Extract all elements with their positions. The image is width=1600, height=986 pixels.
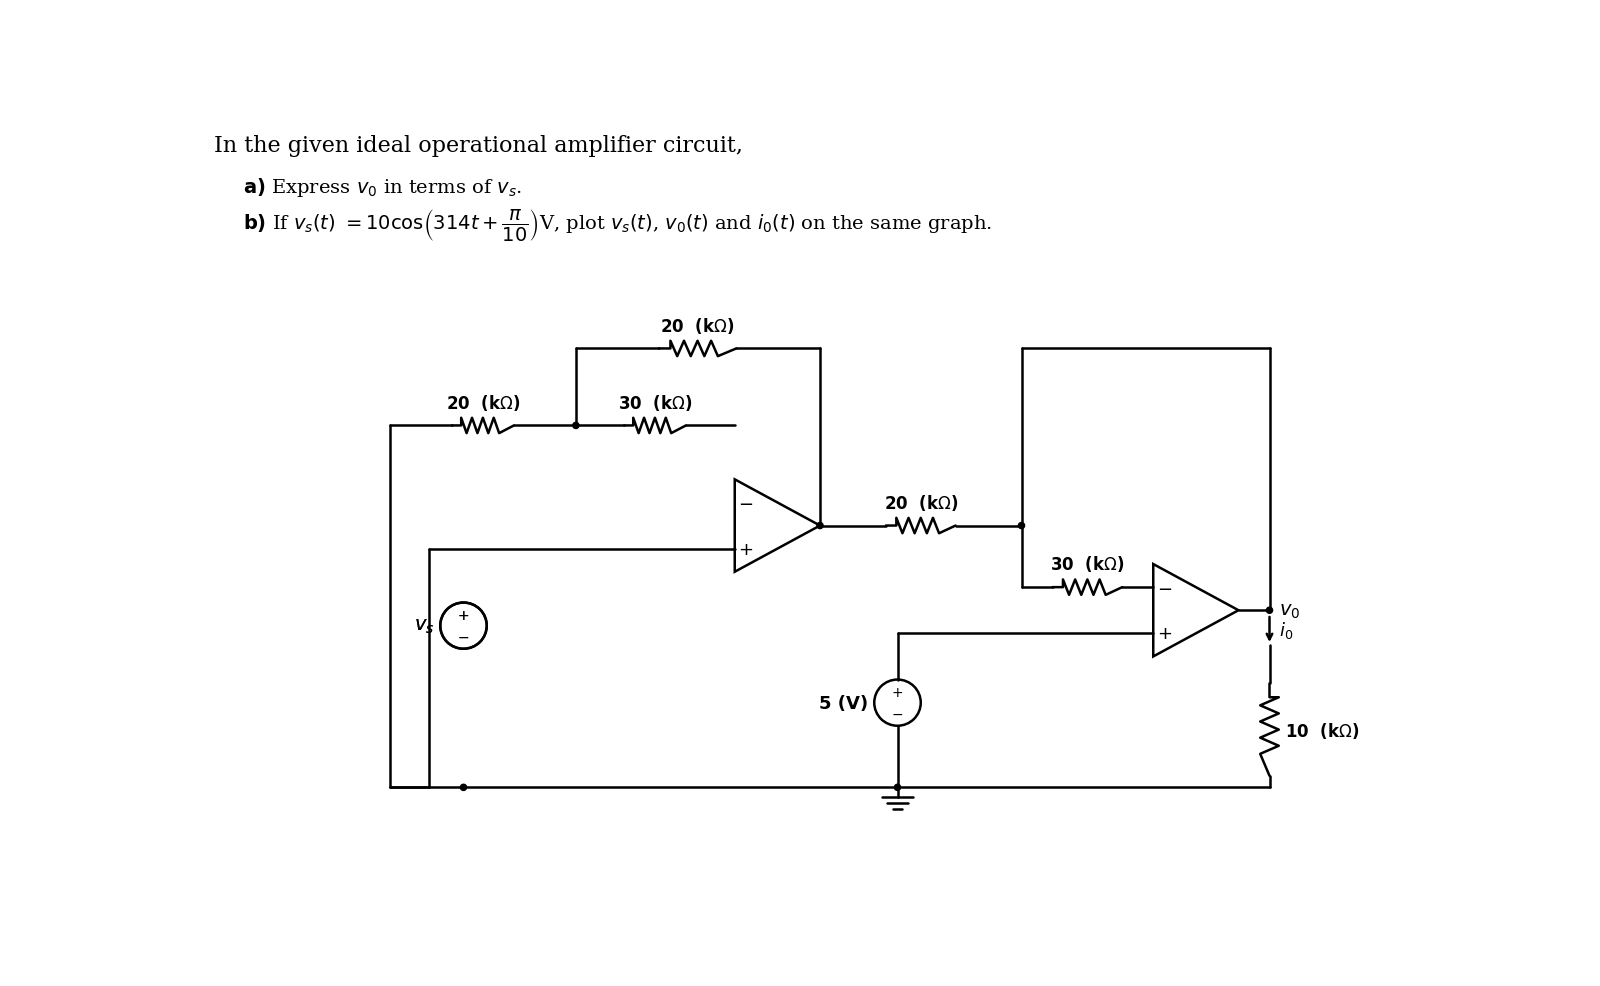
Circle shape (818, 523, 822, 529)
Text: $-$: $-$ (458, 629, 469, 644)
Text: 30  (k$\Omega$): 30 (k$\Omega$) (1050, 554, 1125, 574)
Text: 5 (V): 5 (V) (819, 694, 869, 712)
Circle shape (1267, 607, 1272, 613)
Text: 10  (k$\Omega$): 10 (k$\Omega$) (1285, 720, 1358, 740)
Text: $-$: $-$ (458, 629, 469, 644)
Text: 20  (k$\Omega$): 20 (k$\Omega$) (446, 392, 520, 412)
Circle shape (894, 785, 901, 791)
Text: 20  (k$\Omega$): 20 (k$\Omega$) (883, 492, 958, 512)
Text: $\mathbf{a)}$ Express $v_0$ in terms of $v_s$.: $\mathbf{a)}$ Express $v_0$ in terms of … (243, 176, 522, 199)
Text: $+$: $+$ (1157, 625, 1171, 643)
Text: $+$: $+$ (738, 540, 754, 558)
Text: $\mathbf{b)}$ If $v_s(t)$ $=10\cos\!\left(314t + \dfrac{\pi}{10}\right)$V, plot : $\mathbf{b)}$ If $v_s(t)$ $=10\cos\!\lef… (243, 207, 992, 243)
Text: $v_s$: $v_s$ (414, 616, 434, 636)
Circle shape (1018, 523, 1024, 529)
Circle shape (573, 423, 579, 429)
Text: 20  (k$\Omega$): 20 (k$\Omega$) (661, 316, 734, 335)
Text: $i_0$: $i_0$ (1278, 619, 1293, 640)
Text: 30  (k$\Omega$): 30 (k$\Omega$) (618, 392, 693, 412)
Text: $v_0$: $v_0$ (1278, 601, 1301, 620)
Text: $+$: $+$ (458, 608, 469, 622)
Text: $-$: $-$ (891, 706, 904, 721)
Circle shape (461, 785, 467, 791)
Text: $v_s$: $v_s$ (414, 616, 434, 636)
Text: $-$: $-$ (738, 494, 754, 512)
Text: $+$: $+$ (891, 685, 904, 699)
Text: $+$: $+$ (458, 608, 469, 622)
Text: In the given ideal operational amplifier circuit,: In the given ideal operational amplifier… (214, 135, 742, 157)
Text: $-$: $-$ (1157, 579, 1171, 597)
